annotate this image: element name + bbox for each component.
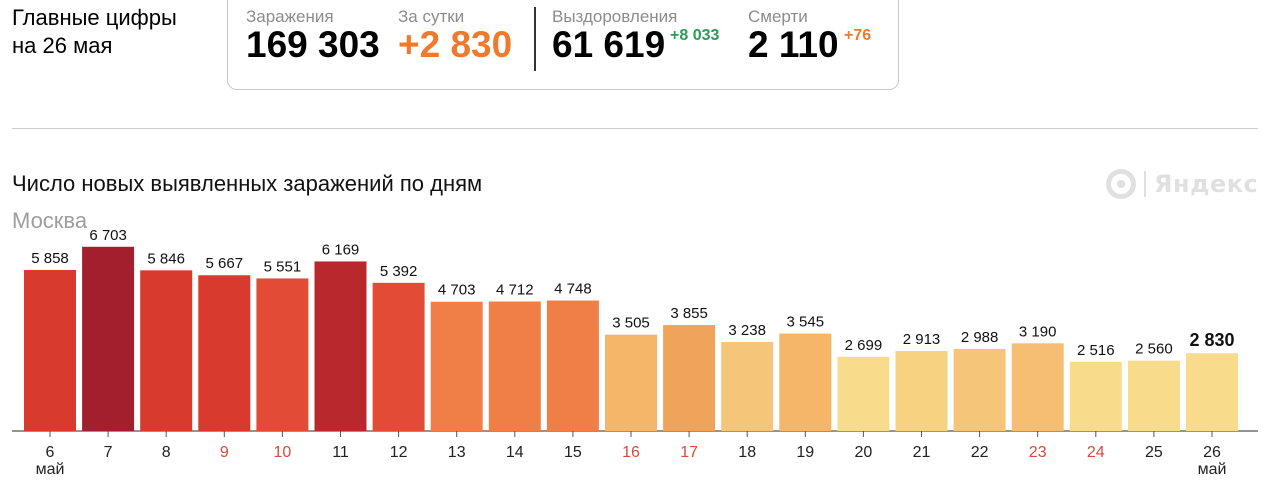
bar-value-label: 5 392: [380, 263, 418, 280]
bar-day-11: [314, 261, 367, 431]
x-tick-label: 22: [971, 444, 989, 461]
bar-value-label: 2 913: [903, 331, 941, 348]
bar-value-label: 3 238: [728, 322, 766, 339]
bar-day-9: [198, 275, 251, 431]
stat-infected-value: 169 303: [246, 24, 380, 65]
headline-line1: Главные цифры: [12, 5, 177, 30]
bar-day-13: [430, 301, 483, 431]
bar-day-12: [372, 282, 425, 431]
bar-value-label: 2 699: [845, 337, 883, 354]
chart-subtitle: Москва: [12, 208, 88, 233]
bar-day-14: [488, 301, 541, 431]
x-tick-label: 10: [274, 444, 292, 461]
bar-value-label: 3 190: [1019, 323, 1057, 340]
x-tick-label: 13: [448, 444, 466, 461]
bar-day-20: [837, 356, 890, 431]
x-tick-label: 15: [564, 444, 582, 461]
x-tick-label: 23: [1029, 444, 1047, 461]
x-tick-label: 9: [220, 444, 229, 461]
x-month-label: май: [36, 461, 65, 478]
x-tick-label: 11: [332, 444, 349, 461]
bar-day-17: [663, 325, 716, 431]
bar-value-label: 5 858: [31, 250, 69, 267]
yandex-logo-circle-icon: [1106, 169, 1136, 199]
x-tick-label: 20: [855, 444, 873, 461]
headline-line2: на 26 мая: [12, 33, 113, 58]
x-month-label: май: [1198, 461, 1227, 478]
bar-day-7: [82, 246, 135, 431]
bar-value-label: 4 712: [496, 281, 534, 298]
headline: Главные цифры на 26 мая: [12, 4, 177, 60]
x-tick-label: 18: [738, 444, 756, 461]
x-tick-label: 24: [1087, 444, 1105, 461]
bar-value-label: 3 545: [787, 314, 825, 331]
stats-divider: [534, 7, 536, 71]
bar-value-label: 6 703: [89, 227, 127, 244]
bar-day-8: [140, 270, 193, 431]
bar-day-22: [953, 348, 1006, 431]
bar-value-label: 2 988: [961, 329, 999, 346]
bar-value-label: 3 505: [612, 315, 650, 332]
stat-infected-label: Заражения: [246, 7, 334, 26]
stat-recovered-value: 61 619: [552, 24, 666, 65]
x-tick-label: 12: [390, 444, 408, 461]
x-tick-label: 7: [104, 444, 113, 461]
bar-day-18: [721, 342, 774, 431]
bar-day-24: [1069, 361, 1122, 431]
bar-day-16: [605, 334, 657, 431]
bar-value-label: 2 516: [1077, 342, 1115, 359]
stat-deaths-label: Смерти: [748, 7, 808, 26]
chart-title: Число новых выявленных заражений по дням: [12, 171, 483, 196]
x-tick-label: 26: [1203, 444, 1221, 461]
yandex-logo-icon: Яндекс: [1106, 168, 1258, 200]
stat-per-day-value: +2 830: [398, 24, 513, 65]
yandex-logo-text: Яндекс: [1154, 170, 1259, 198]
stat-recovered-label: Выздоровления: [552, 7, 678, 26]
bar-value-label: 4 703: [438, 282, 476, 299]
bar-day-21: [895, 350, 948, 431]
stat-recovered-delta: +8 033: [670, 27, 720, 44]
bar-value-label: 5 551: [264, 258, 302, 275]
yandex-logo-separator: [1144, 171, 1146, 197]
x-tick-label: 8: [162, 444, 171, 461]
bar-day-23: [1011, 343, 1064, 431]
bar-value-label: 4 748: [554, 281, 592, 298]
x-tick-label: 17: [680, 444, 698, 461]
bar-value-label: 5 846: [147, 250, 185, 267]
section-divider: [12, 128, 1258, 129]
bar-day-26: [1186, 353, 1238, 431]
stats-panel: Заражения 169 303 За сутки +2 830 Выздор…: [227, 0, 899, 90]
bar-day-10: [256, 278, 309, 431]
bar-day-19: [779, 333, 832, 431]
bar-value-label: 2 830: [1189, 330, 1234, 350]
bar-day-6: [24, 270, 76, 431]
stat-per-day-label: За сутки: [398, 7, 465, 26]
x-tick-label: 21: [913, 444, 931, 461]
bar-value-label: 6 169: [322, 241, 360, 258]
x-tick-label: 16: [622, 444, 640, 461]
x-tick-label: 6: [46, 444, 55, 461]
stat-deaths-value: 2 110: [748, 24, 839, 65]
stat-deaths-delta: +76: [844, 27, 872, 44]
bar-value-label: 5 667: [206, 255, 244, 272]
x-tick-label: 14: [506, 444, 524, 461]
x-tick-label: 19: [796, 444, 814, 461]
bar-value-label: 2 560: [1135, 341, 1173, 358]
x-tick-label: 25: [1145, 444, 1163, 461]
bar-day-25: [1127, 360, 1180, 431]
bar-day-15: [546, 300, 599, 431]
bar-value-label: 3 855: [670, 305, 708, 322]
